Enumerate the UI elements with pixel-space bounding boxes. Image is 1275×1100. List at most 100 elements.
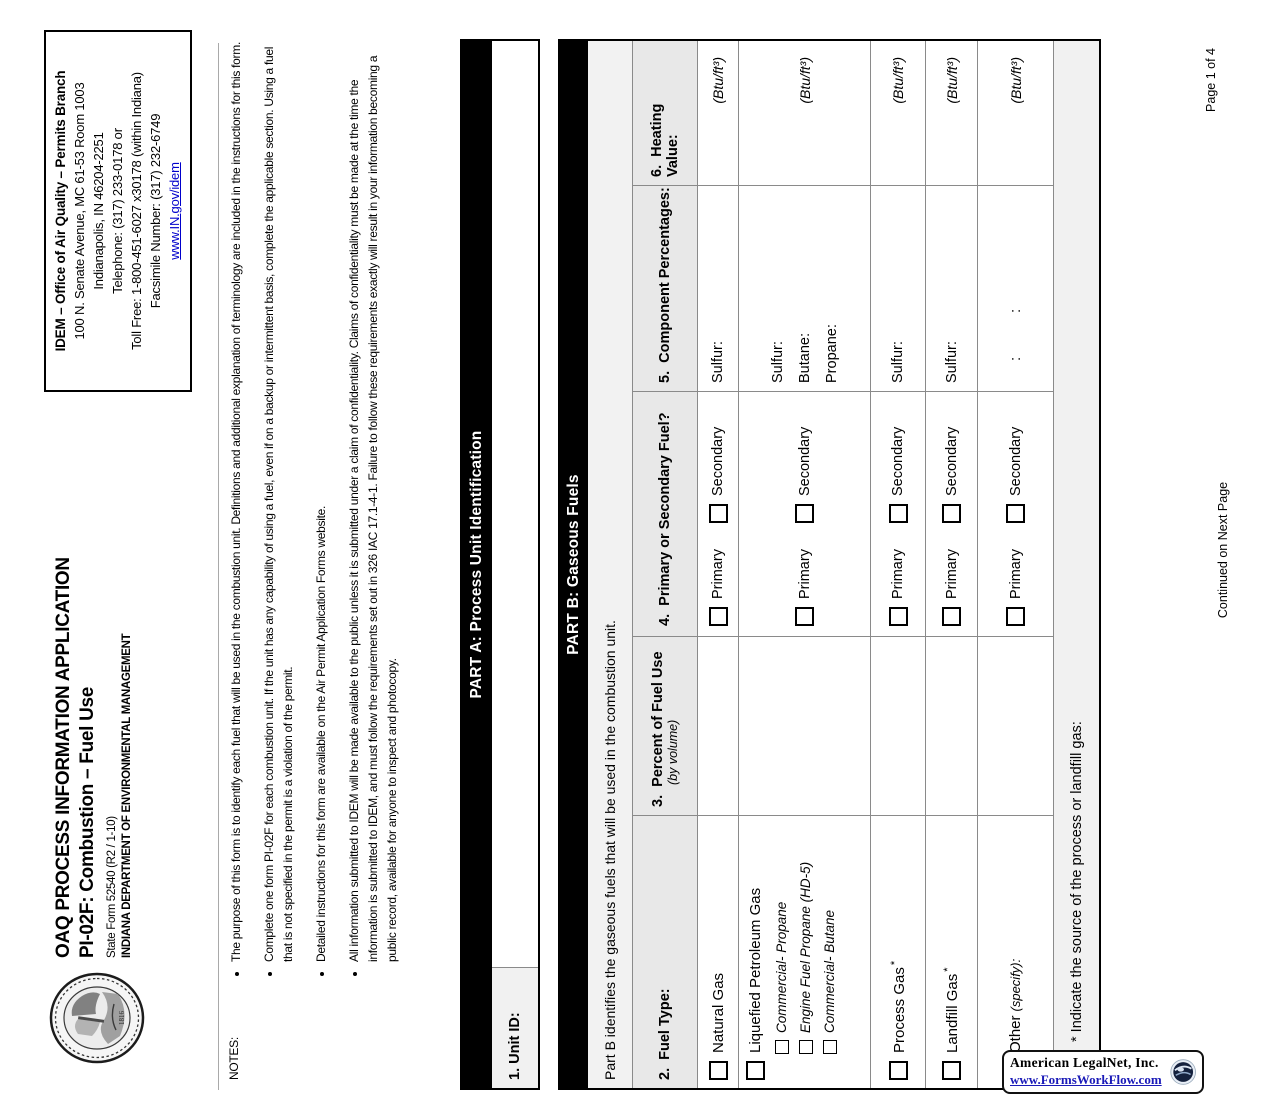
checkbox-primary-landfill-gas[interactable] <box>942 607 961 626</box>
component-percentages-cell-liquefied-petroleum-gas[interactable]: Sulfur: Butane: Propane: <box>739 185 870 391</box>
notes-section: NOTES: The purpose of this form is to id… <box>227 38 416 1080</box>
fuel-label-natural-gas: Natural Gas <box>709 972 727 1053</box>
component-label: Butane: <box>796 333 813 383</box>
fuel-row-liquefied-petroleum-gas: Liquefied Petroleum Gas Commercial- Propa… <box>739 41 871 1088</box>
checkbox-commercial-butane[interactable] <box>822 1040 837 1054</box>
fuel-sub-label: Engine Fuel Propane (HD-5) <box>798 861 813 1033</box>
checkbox-secondary-natural-gas[interactable] <box>708 504 728 524</box>
checkbox-secondary-liquefied-petroleum-gas[interactable] <box>795 504 814 524</box>
col-header-percent-fuel-use: 3. Percent of Fuel Use (by volume) <box>633 636 697 815</box>
idem-address-line: Toll Free: 1-800-451-6027 x30178 (within… <box>129 72 144 350</box>
header-divider <box>218 43 219 1090</box>
checkbox-secondary-landfill-gas[interactable] <box>942 504 961 524</box>
legalnet-website-link[interactable]: www.FormsWorkFlow.com <box>1010 1072 1162 1087</box>
percent-fuel-use-cell-process-gas[interactable] <box>871 636 925 815</box>
col-header-component-percentages: 5. Component Percentages: <box>633 185 697 391</box>
idem-address-line: 100 N. Senate Avenue, MC 61-53 Room 1003 <box>72 82 87 340</box>
footnote-asterisk: * <box>888 960 901 966</box>
idem-address-line: Indianapolis, IN 46204-2251 <box>91 132 106 290</box>
percent-fuel-use-cell-landfill-gas[interactable] <box>926 636 977 815</box>
state-form-number: State Form 52540 (R2 / 1-10) <box>106 816 118 958</box>
secondary-label: Secondary <box>890 426 906 497</box>
fuel-row-other: Other(specify): Primary Secondary:: (Btu/ft… <box>978 41 1054 1088</box>
fuel-type-cell-process-gas: Process Gas* <box>871 815 925 1088</box>
component-percentages-cell-process-gas[interactable]: Sulfur: <box>871 185 925 391</box>
fuel-label-landfill-gas: Landfill Gas* <box>942 967 961 1054</box>
component-label: Propane: <box>823 324 840 383</box>
checkbox-secondary-other[interactable] <box>1006 504 1025 524</box>
heating-unit-label: (Btu/ft³) <box>943 57 960 104</box>
note-bullet: The purpose of this form is to identify … <box>227 38 246 962</box>
secondary-label: Secondary <box>1007 426 1024 497</box>
part-b-table: PART B: Gaseous Fuels Part B identifies … <box>558 39 1101 1090</box>
part-b-column-headers: 2. Fuel Type: 3. Percent of Fuel Use (by… <box>633 41 698 1088</box>
fuel-label-process-gas: Process Gas* <box>888 960 908 1053</box>
fuel-type-cell-natural-gas: Natural Gas <box>698 815 738 1088</box>
primary-label: Primary <box>1007 549 1024 599</box>
heating-value-cell-other[interactable]: (Btu/ft³) <box>978 41 1053 185</box>
part-a-header: PART A: Process Unit Identification <box>462 41 492 1088</box>
checkbox-engine-fuel-propane-hd-5[interactable] <box>798 1040 813 1054</box>
component-label: : <box>1007 356 1024 361</box>
checkbox-natural-gas[interactable] <box>708 1061 728 1080</box>
fuel-type-cell-other: Other(specify): <box>978 815 1053 1088</box>
note-bullet: Detailed instructions for this form are … <box>312 38 331 962</box>
heating-value-cell-liquefied-petroleum-gas[interactable]: (Btu/ft³) <box>739 41 870 185</box>
fuel-label-liquefied-petroleum-gas: Liquefied Petroleum Gas <box>747 887 764 1053</box>
fuel-type-cell-landfill-gas: Landfill Gas* <box>926 815 977 1088</box>
checkbox-commercial-propane[interactable] <box>774 1040 789 1054</box>
part-b-footnote: * Indicate the source of the process or … <box>1068 721 1085 1042</box>
percent-fuel-use-cell-other[interactable] <box>978 636 1053 815</box>
department-name: INDIANA DEPARTMENT OF ENVIRONMENTAL MANA… <box>121 633 133 958</box>
primary-label: Primary <box>710 549 726 599</box>
checkbox-process-gas[interactable] <box>888 1061 908 1080</box>
heating-value-cell-natural-gas[interactable]: (Btu/ft³) <box>698 41 738 185</box>
checkbox-liquefied-petroleum-gas[interactable] <box>746 1061 765 1080</box>
part-b-rows: Natural Gas Primary Secondary Sulfur: (Btu/f… <box>698 41 1054 1088</box>
checkbox-secondary-process-gas[interactable] <box>888 504 908 524</box>
col-header-fuel-type: 2. Fuel Type: <box>633 815 697 1088</box>
primary-label: Primary <box>943 549 960 599</box>
notes-list: The purpose of this form is to identify … <box>227 38 416 984</box>
component-percentages-cell-natural-gas[interactable]: Sulfur: <box>698 185 738 391</box>
part-b-footnote-row[interactable]: * Indicate the source of the process or … <box>1054 41 1099 1088</box>
col-header-heating-value: 6. Heating Value: <box>649 99 681 177</box>
percent-fuel-use-cell-natural-gas[interactable] <box>698 636 738 815</box>
primary-secondary-cell-other: Primary Secondary <box>978 391 1053 636</box>
part-b-description: Part B identifies the gaseous fuels that… <box>588 41 633 1088</box>
heating-value-cell-landfill-gas[interactable]: (Btu/ft³) <box>926 41 977 185</box>
continued-note: Continued on Next Page <box>1216 481 1230 619</box>
component-percentages-cell-other[interactable]: :: <box>978 185 1053 391</box>
fuel-sub-commercial-propane: Commercial- Propane <box>774 902 789 1054</box>
form-subtitle: PI-02F: Combustion – Fuel Use <box>77 686 98 958</box>
component-label: Sulfur: <box>710 341 726 383</box>
note-bullet: Complete one form PI-02F for each combus… <box>260 38 298 962</box>
fuel-specify-label: (specify): <box>1008 958 1023 1012</box>
checkbox-primary-process-gas[interactable] <box>888 607 908 626</box>
component-label: Sulfur: <box>769 341 786 383</box>
legalnet-company: American LegalNet, Inc. <box>1010 1055 1159 1070</box>
col-header-percent-sub: (by volume) <box>666 719 680 785</box>
form-title: OAQ PROCESS INFORMATION APPLICATION <box>53 557 74 958</box>
percent-fuel-use-cell-liquefied-petroleum-gas[interactable] <box>739 636 870 815</box>
component-percentages-cell-landfill-gas[interactable]: Sulfur: <box>926 185 977 391</box>
heating-unit-label: (Btu/ft³) <box>796 57 813 104</box>
primary-secondary-cell-process-gas: Primary Secondary <box>871 391 925 636</box>
fuel-row-landfill-gas: Landfill Gas* Primary Secondary Sulfur: (Btu… <box>926 41 978 1088</box>
idem-website-link[interactable]: www.IN.gov/idem <box>167 162 182 260</box>
unit-id-input[interactable] <box>492 41 538 967</box>
unit-id-label: 1. Unit ID: <box>492 967 538 1088</box>
checkbox-primary-other[interactable] <box>1006 607 1025 626</box>
fuel-label-other: Other(specify): <box>1007 958 1024 1053</box>
fuel-sub-label: Commercial- Propane <box>774 901 789 1033</box>
checkbox-primary-natural-gas[interactable] <box>708 607 728 626</box>
heating-value-cell-process-gas[interactable]: (Btu/ft³) <box>871 41 925 185</box>
checkbox-landfill-gas[interactable] <box>942 1061 961 1080</box>
secondary-label: Secondary <box>943 426 960 497</box>
component-label: Sulfur: <box>943 341 960 383</box>
checkbox-primary-liquefied-petroleum-gas[interactable] <box>795 607 814 626</box>
idem-address-line: Telephone: (317) 233-0178 or <box>110 128 125 294</box>
legalnet-badge-text: American LegalNet, Inc. www.FormsWorkFlo… <box>1010 1055 1162 1089</box>
